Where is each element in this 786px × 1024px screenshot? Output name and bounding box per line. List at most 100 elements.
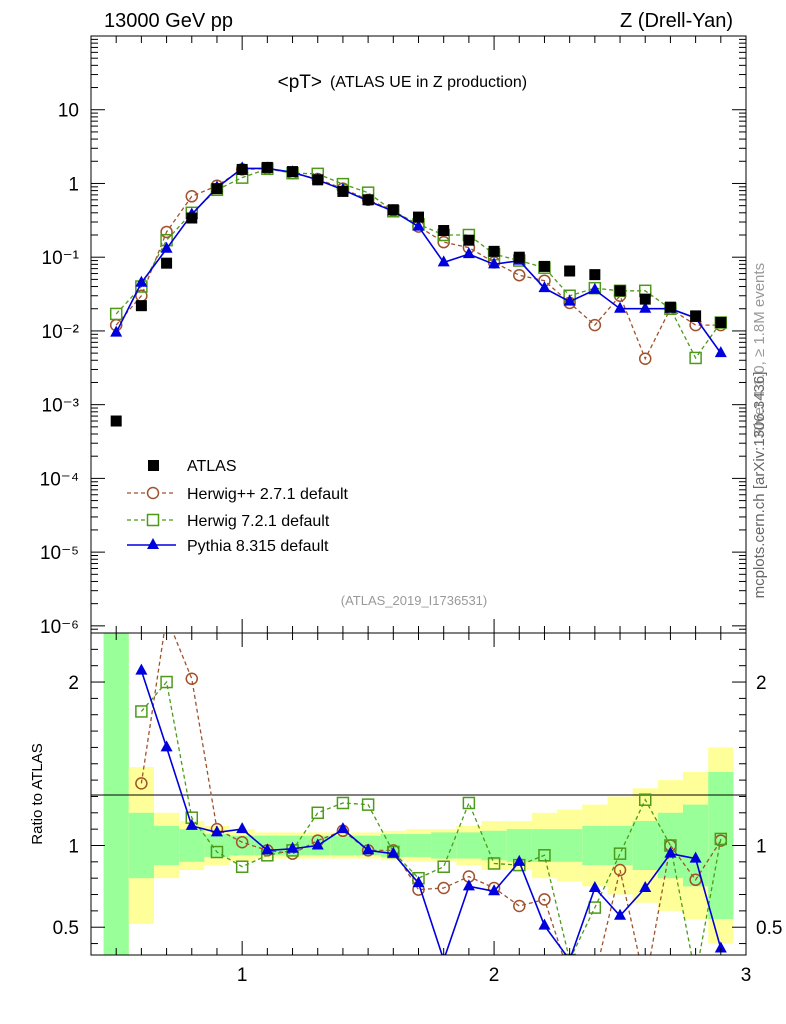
legend: ATLAS Herwig++ 2.7.1 default Herwig 7.2.… [127, 458, 349, 555]
ratio-y-tick-label: 0.5 [53, 918, 79, 939]
ratio-line-herwig-7-2-1-default [140, 680, 722, 955]
main-point-pythia-8-315-default [639, 301, 652, 313]
ratio-band-inner-bin [405, 834, 432, 857]
main-point-atlas [413, 211, 424, 223]
main-point-atlas [135, 300, 147, 312]
ratio-band-inner-bin [153, 825, 180, 866]
ratio-band-inner-bin [456, 832, 482, 859]
ratio-band-inner-bin [204, 834, 230, 857]
ratio-band-inner-bin [229, 835, 255, 856]
ratio-point-herwig-2-7-1-default [564, 971, 575, 982]
main-point-pythia-8-315-default [538, 281, 551, 293]
ratio-band-inner-bin [632, 820, 658, 871]
main-y-tick-label: 1 [68, 174, 79, 195]
ratio-x-tick-label: 3 [741, 965, 752, 986]
main-point-herwig-2-7-1-default [437, 235, 450, 249]
ratio-y-tick-label: 2 [68, 673, 79, 694]
main-point-atlas [287, 166, 299, 178]
main-point-atlas [211, 183, 223, 195]
process-label: Z (Drell-Yan) [620, 10, 733, 32]
ratio-band-inner-bin [103, 633, 129, 955]
main-y-tick-label: 10⁻⁵ [40, 543, 79, 564]
ratio-point-pythia-8-315-default [689, 851, 702, 863]
ratio-point-herwig-2-7-1-default [640, 979, 651, 990]
main-point-atlas [690, 310, 702, 322]
ratio-point-pythia-8-315-default [362, 843, 375, 855]
ratio-point-herwig-7-2-1-default [361, 798, 375, 811]
ratio-point-pythia-8-315-default [538, 918, 551, 930]
ratio-point-herwig-7-2-1-default [638, 793, 652, 806]
main-point-atlas [614, 285, 626, 297]
ratio-uncertainty-band [103, 633, 734, 955]
ratio-band-inner-bin [683, 804, 709, 887]
ratio-point-pythia-8-315-default [588, 880, 601, 892]
ratio-point-herwig-7-2-1-default [714, 832, 728, 846]
ratio-point-pythia-8-315-default [160, 740, 173, 752]
main-line-herwig-2-7-1-default [115, 167, 721, 361]
ratio-point-pythia-8-315-default [614, 908, 627, 920]
ratio-y-tick-label-right: 2 [756, 673, 767, 694]
ratio-y-label: Ratio to ATLAS [29, 743, 46, 844]
main-y-tick-label: 10⁻⁴ [40, 469, 79, 490]
main-y-tick-label: 10⁻³ [42, 396, 80, 417]
main-line-pythia-8-315-default [115, 167, 722, 354]
ratio-point-pythia-8-315-default [135, 663, 148, 675]
main-point-atlas [715, 317, 727, 329]
ratio-band-inner-bin [657, 812, 684, 879]
legend-marker-herwigpp [146, 486, 160, 500]
main-x-axis [90, 36, 747, 633]
main-point-atlas [664, 301, 676, 313]
main-y-tick-label: 10⁻² [42, 322, 80, 343]
ratio-y-tick-label-right: 0.5 [756, 918, 782, 939]
main-point-atlas [236, 163, 248, 175]
ratio-x-tick-label: 1 [237, 965, 248, 986]
ratio-point-herwig-2-7-1-default [437, 881, 450, 895]
ratio-point-herwig-2-7-1-default [538, 893, 551, 906]
main-y-tick-label: 10 [58, 101, 79, 122]
legend-marker-herwig7 [146, 513, 160, 527]
ratio-point-pythia-8-315-default [639, 880, 652, 892]
ratio-band-inner-bin [531, 829, 558, 862]
energy-label: 13000 GeV pp [104, 10, 233, 32]
ratio-point-pythia-8-315-default [336, 822, 349, 834]
main-point-pythia-8-315-default [588, 282, 601, 294]
ratio-point-herwig-2-7-1-default [185, 672, 199, 686]
main-point-pythia-8-315-default [714, 346, 727, 358]
analysis-id-label: (ATLAS_2019_I1736531) [341, 593, 487, 608]
ratio-point-herwig-2-7-1-default [513, 899, 526, 913]
legend-marker-atlas [148, 460, 159, 471]
ratio-series-group [135, 633, 728, 990]
main-point-atlas [589, 269, 601, 281]
main-point-herwig-2-7-1-default [588, 318, 602, 332]
ratio-point-pythia-8-315-default [185, 818, 198, 830]
main-panel: <pT> (ATLAS UE in Z production) (ATLAS_2… [40, 35, 747, 638]
main-point-atlas [438, 225, 450, 237]
main-point-herwig-2-7-1-default [513, 268, 526, 282]
main-point-atlas [312, 174, 324, 186]
legend-entry-herwigpp: Herwig++ 2.7.1 default [127, 486, 349, 503]
ratio-point-herwig-7-2-1-default [462, 796, 476, 810]
ratio-point-pythia-8-315-default [488, 884, 501, 896]
ratio-band-inner-bin [179, 829, 205, 862]
ratio-point-herwig-7-2-1-default [690, 971, 701, 982]
main-point-atlas [110, 415, 122, 427]
ratio-point-herwig-7-2-1-default [135, 705, 148, 718]
main-point-pythia-8-315-default [412, 219, 425, 231]
ratio-point-pythia-8-315-default [412, 876, 425, 888]
ratio-point-herwig-2-7-1-default [613, 863, 627, 877]
main-point-herwig-2-7-1-default [160, 225, 173, 239]
ratio-point-herwig-7-2-1-default [210, 845, 224, 859]
ratio-point-herwig-7-2-1-default [235, 860, 249, 873]
ratio-band-inner-bin [330, 835, 356, 856]
main-y-axis: 10 1 10⁻¹ 10⁻² 10⁻³ 10⁻⁴ 10⁻⁵ 10⁻⁶ [40, 38, 746, 638]
legend-entry-herwig7: Herwig 7.2.1 default [127, 513, 330, 530]
legend-label-herwigpp: Herwig++ 2.7.1 default [187, 486, 349, 503]
legend-entry-atlas: ATLAS [148, 458, 237, 475]
main-point-atlas [538, 260, 550, 272]
ratio-point-herwig-7-2-1-default [563, 953, 576, 955]
main-point-pythia-8-315-default [160, 241, 173, 253]
main-series-group [109, 161, 728, 427]
ratio-point-herwig-7-2-1-default [160, 675, 173, 689]
ratio-point-herwig-7-2-1-default [311, 806, 324, 820]
